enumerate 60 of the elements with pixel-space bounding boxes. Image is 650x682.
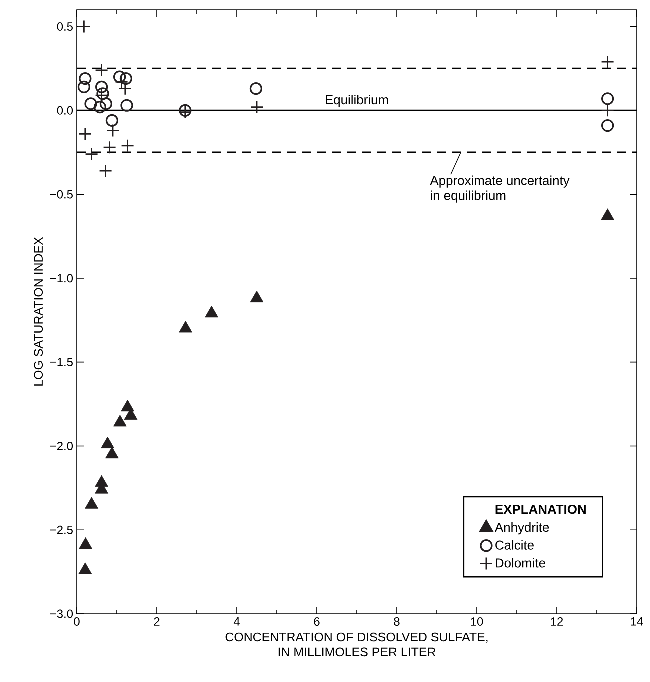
point [78, 562, 92, 574]
y-tick-label: −3.0 [50, 610, 74, 618]
point [78, 80, 90, 94]
point [250, 100, 264, 114]
y-tick-label: −1.0 [50, 274, 74, 283]
y-tick-label: −1.5 [50, 358, 73, 366]
point [601, 104, 615, 118]
y-tick-label: 0.0 [57, 106, 74, 115]
point [602, 119, 614, 132]
point [84, 98, 98, 110]
legend-label: Calcite [496, 540, 534, 550]
legend-label: Anhydrite [494, 522, 550, 535]
point [179, 104, 192, 117]
point [120, 72, 132, 86]
point [96, 80, 108, 94]
ref-line-label: Equilibrium [326, 95, 388, 108]
y-tick-label: −0.5 [50, 190, 73, 199]
point [114, 70, 126, 84]
point [106, 446, 119, 459]
point [250, 290, 264, 303]
x-tick-label: 10 [471, 618, 484, 626]
point [79, 72, 92, 86]
x-tick-label: 6 [314, 618, 320, 626]
point [205, 306, 218, 318]
point [178, 106, 192, 120]
point [78, 20, 91, 34]
point [101, 436, 114, 448]
point [103, 140, 116, 154]
point [250, 82, 262, 96]
point [78, 127, 92, 141]
point [114, 415, 127, 427]
x-tick-label: 12 [551, 618, 564, 626]
point [85, 148, 98, 161]
y-tick-label: −2.5 [50, 526, 73, 534]
point [95, 64, 108, 78]
x-tick-label: 14 [631, 618, 644, 626]
x-axis-title: CONCENTRATION OF DISSOLVED SULFATE, IN MILLIMOLES PER LITER [226, 632, 488, 657]
x-tick-label: 2 [154, 618, 160, 626]
x-tick-label: 4 [234, 618, 240, 626]
legend-label: Dolomite [496, 558, 546, 568]
point [106, 124, 120, 138]
legend-title: EXPLANATION [496, 504, 586, 514]
point [85, 497, 98, 509]
annotation: Approximate uncertainty in equilibrium [430, 176, 570, 203]
point [601, 55, 615, 69]
x-tick-label: 8 [394, 618, 400, 626]
point [120, 99, 134, 112]
point [179, 321, 192, 333]
point [601, 208, 614, 220]
y-axis-title: LOG SATURATION INDEX [34, 237, 44, 386]
point [99, 164, 112, 178]
y-tick-label: 0.5 [57, 22, 73, 31]
point [106, 114, 118, 128]
x-tick-label: 0 [74, 618, 80, 626]
point [79, 538, 92, 550]
point [100, 98, 112, 110]
point [602, 92, 614, 106]
y-tick-label: −2.0 [50, 442, 74, 450]
point [94, 101, 106, 114]
point [121, 139, 134, 153]
